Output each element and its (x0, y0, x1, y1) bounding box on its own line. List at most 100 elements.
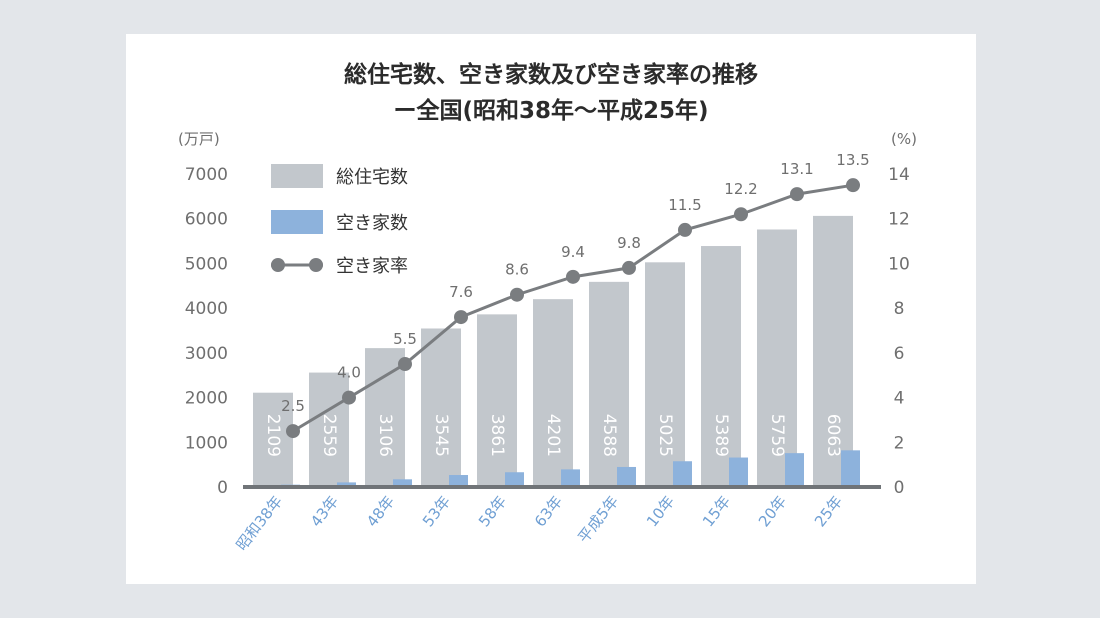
x-axis-category-label: 昭和38年 (233, 492, 287, 554)
total-housing-bar-label: 5759 (767, 414, 787, 457)
total-housing-bar-label: 2109 (263, 414, 283, 457)
legend-label-vacancy-rate: 空き家率 (336, 256, 408, 277)
vacancy-rate-label: 8.6 (505, 261, 529, 279)
legend-marker-vacancy-rate-left (271, 258, 285, 272)
chart-title-line1: 総住宅数、空き家数及び空き家率の推移 (344, 61, 758, 88)
x-axis-category-label: 48年 (363, 492, 398, 530)
vacancy-rate-label: 13.1 (780, 160, 813, 178)
vacancy-rate-point (734, 207, 748, 222)
y-left-axis-ticks: 0 1000 2000 3000 4000 5000 6000 7000 (185, 165, 228, 498)
total-housing-bar-label: 4588 (599, 414, 619, 457)
total-housing-bar-label: 5025 (655, 414, 675, 457)
legend: 総住宅数 空き家数 空き家率 (271, 164, 408, 277)
total-housing-bar (477, 314, 517, 487)
vacancy-rate-label: 12.2 (724, 180, 757, 198)
total-housing-bar (533, 299, 573, 487)
vacancy-rate-labels: 2.5 4.0 5.5 7.6 8.6 9.4 9.8 11.5 12.2 13.1 13.5 (281, 151, 870, 415)
vacancy-rate-label: 4.0 (337, 364, 361, 382)
x-axis-category-label: 58年 (475, 492, 510, 530)
total-housing-bar-label: 4201 (543, 414, 563, 457)
vacant-housing-bars (281, 450, 860, 487)
y-left-unit-label: (万戸) (178, 130, 220, 148)
vacancy-rate-point (342, 390, 356, 405)
total-housing-bar (813, 215, 853, 488)
vacant-housing-bar (449, 475, 468, 487)
y-right-tick-label: 12 (888, 210, 910, 230)
vacant-housing-bar (505, 472, 524, 487)
vacant-housing-bar (785, 453, 804, 487)
total-housing-bar (757, 229, 797, 488)
y-right-tick-label: 4 (894, 389, 905, 409)
vacancy-rate-label: 9.8 (617, 234, 641, 252)
vacancy-rate-label: 2.5 (281, 397, 305, 415)
vacancy-rate-label: 9.4 (561, 243, 585, 261)
vacant-housing-bar (337, 482, 356, 487)
y-left-tick-label: 6000 (185, 210, 228, 230)
x-axis-category-labels: 昭和38年 43年 48年 53年 58年 63年 平成5年 10年 15年 20年 25年 (233, 492, 847, 554)
total-housing-bar (309, 372, 349, 487)
vacancy-rate-point (510, 287, 524, 302)
y-right-tick-label: 0 (894, 478, 905, 498)
legend-label-total-housing: 総住宅数 (336, 167, 408, 188)
total-housing-bar-label: 6063 (823, 414, 843, 457)
vacant-housing-bar (841, 450, 860, 487)
x-axis-category-label: 25年 (811, 492, 846, 530)
total-housing-bar (645, 262, 685, 487)
vacancy-rate-label: 13.5 (836, 151, 869, 169)
y-left-tick-label: 0 (217, 478, 228, 498)
legend-swatch-total-housing (271, 164, 323, 188)
x-axis-category-label: 20年 (755, 492, 790, 530)
y-right-axis-ticks: 0 2 4 6 8 10 12 14 (888, 165, 910, 498)
chart-card: 総住宅数、空き家数及び空き家率の推移 ー全国(昭和38年〜平成25年) (万戸)… (126, 34, 976, 584)
x-axis-category-label: 平成5年 (574, 492, 622, 546)
total-housing-bar (421, 328, 461, 487)
vacancy-rate-point (790, 187, 804, 202)
vacancy-rate-point (454, 310, 468, 325)
vacancy-rate-label: 11.5 (668, 196, 701, 214)
total-housing-bar-label: 3861 (487, 414, 507, 457)
y-right-tick-label: 10 (888, 254, 910, 274)
y-right-tick-label: 2 (894, 433, 905, 453)
vacancy-rate-point (286, 424, 300, 439)
vacancy-rate-point (566, 269, 580, 284)
total-housing-bar-label: 3106 (375, 414, 395, 457)
legend-swatch-vacant-housing (271, 210, 323, 234)
vacancy-rate-point (622, 260, 636, 275)
total-housing-bar-label: 3545 (431, 414, 451, 457)
x-axis-category-label: 43年 (307, 492, 342, 530)
vacant-housing-bar (673, 461, 692, 487)
vacancy-rate-point (846, 178, 860, 193)
x-axis-category-label: 15年 (699, 492, 734, 530)
y-left-tick-label: 3000 (185, 344, 228, 364)
vacant-housing-bar (393, 479, 412, 487)
legend-label-vacant-housing: 空き家数 (336, 213, 408, 234)
y-left-tick-label: 4000 (185, 299, 228, 319)
chart: 総住宅数、空き家数及び空き家率の推移 ー全国(昭和38年〜平成25年) (万戸)… (178, 61, 917, 554)
y-left-tick-label: 1000 (185, 433, 228, 453)
y-right-tick-label: 8 (894, 299, 905, 319)
vacancy-rate-label: 5.5 (393, 330, 417, 348)
vacant-housing-bar (617, 466, 636, 487)
total-housing-bar (253, 392, 293, 487)
y-right-unit-label: (%) (891, 130, 917, 148)
chart-title-line2: ー全国(昭和38年〜平成25年) (393, 97, 708, 124)
x-axis-category-label: 10年 (643, 492, 678, 530)
legend-marker-vacancy-rate-right (309, 258, 323, 272)
total-housing-bar-labels: 2109 2559 3106 3545 3861 4201 4588 5025 5389 5759… (263, 414, 843, 457)
total-housing-bars (253, 215, 853, 488)
y-right-tick-label: 14 (888, 165, 910, 185)
vacancy-rate-line (286, 178, 860, 439)
y-right-tick-label: 6 (894, 344, 905, 364)
vacant-housing-bar (729, 457, 748, 487)
vacancy-rate-point (398, 357, 412, 372)
total-housing-bar-label: 5389 (711, 414, 731, 457)
x-axis-category-label: 63年 (531, 492, 566, 530)
vacant-housing-bar (561, 469, 580, 487)
y-left-tick-label: 2000 (185, 389, 228, 409)
y-left-tick-label: 5000 (185, 254, 228, 274)
total-housing-bar (701, 246, 741, 487)
vacancy-rate-point (678, 222, 692, 237)
y-left-tick-label: 7000 (185, 165, 228, 185)
total-housing-bar (589, 281, 629, 487)
total-housing-bar-label: 2559 (319, 414, 339, 457)
